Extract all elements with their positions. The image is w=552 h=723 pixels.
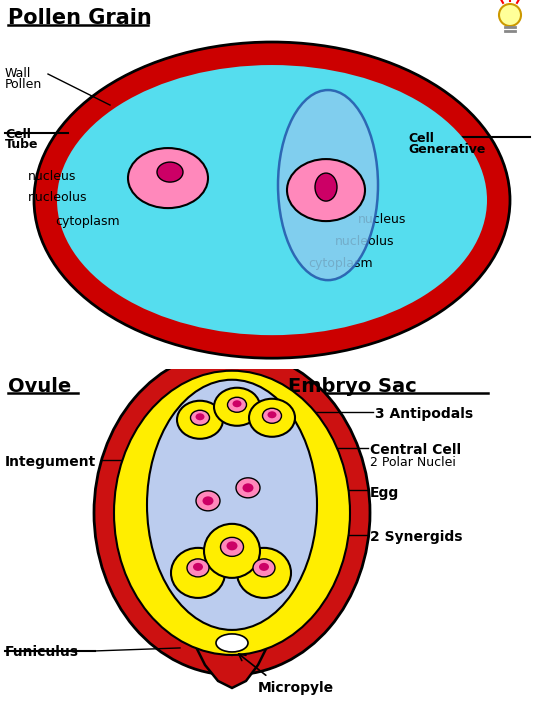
Ellipse shape — [253, 559, 275, 577]
Text: nucleus: nucleus — [358, 213, 406, 226]
Text: cytoplasm: cytoplasm — [55, 215, 120, 228]
Text: Central Cell: Central Cell — [370, 442, 461, 457]
Text: nucleus: nucleus — [28, 170, 76, 183]
Ellipse shape — [214, 388, 260, 426]
Ellipse shape — [237, 548, 291, 598]
Text: nucleolus: nucleolus — [335, 235, 395, 248]
Text: 3 Antipodals: 3 Antipodals — [375, 407, 473, 421]
Ellipse shape — [114, 371, 350, 655]
Ellipse shape — [242, 483, 253, 492]
Ellipse shape — [236, 478, 260, 498]
Polygon shape — [185, 615, 278, 688]
Ellipse shape — [203, 496, 214, 505]
Ellipse shape — [177, 401, 223, 439]
Ellipse shape — [278, 90, 378, 280]
Ellipse shape — [227, 397, 247, 412]
Text: Generative: Generative — [408, 143, 485, 156]
Ellipse shape — [34, 42, 510, 358]
Ellipse shape — [157, 162, 183, 182]
Ellipse shape — [171, 548, 225, 598]
Ellipse shape — [190, 410, 210, 425]
Text: Pollen: Pollen — [5, 78, 43, 91]
Ellipse shape — [204, 524, 260, 578]
Text: Egg: Egg — [370, 486, 399, 500]
Text: Cell: Cell — [408, 132, 434, 145]
Text: Cell: Cell — [5, 128, 31, 141]
Text: Pollen Grain: Pollen Grain — [8, 8, 152, 28]
Ellipse shape — [195, 414, 204, 420]
Ellipse shape — [193, 563, 203, 571]
Ellipse shape — [216, 634, 248, 652]
Text: Ovule: Ovule — [8, 377, 71, 395]
Text: cytoplasm: cytoplasm — [308, 257, 373, 270]
Ellipse shape — [499, 4, 521, 26]
Ellipse shape — [232, 401, 242, 407]
Text: Micropyle: Micropyle — [258, 681, 334, 695]
Ellipse shape — [57, 65, 487, 335]
Text: Wall: Wall — [5, 67, 31, 80]
Text: nucleolus: nucleolus — [28, 191, 88, 204]
Ellipse shape — [268, 411, 277, 419]
Ellipse shape — [220, 537, 243, 557]
Text: 2 Polar Nuclei: 2 Polar Nuclei — [370, 455, 456, 469]
Text: 2 Synergids: 2 Synergids — [370, 530, 463, 544]
Ellipse shape — [147, 380, 317, 630]
Ellipse shape — [196, 491, 220, 511]
Ellipse shape — [287, 159, 365, 221]
Text: Integument: Integument — [5, 455, 96, 469]
Ellipse shape — [187, 559, 209, 577]
Text: Tube: Tube — [5, 138, 39, 151]
Ellipse shape — [259, 563, 269, 571]
Ellipse shape — [315, 173, 337, 201]
Text: Embryo Sac: Embryo Sac — [288, 377, 417, 395]
Ellipse shape — [249, 399, 295, 437]
Text: Funiculus: Funiculus — [5, 645, 79, 659]
Ellipse shape — [263, 408, 282, 423]
Ellipse shape — [94, 351, 370, 675]
Ellipse shape — [226, 542, 237, 550]
Ellipse shape — [128, 148, 208, 208]
